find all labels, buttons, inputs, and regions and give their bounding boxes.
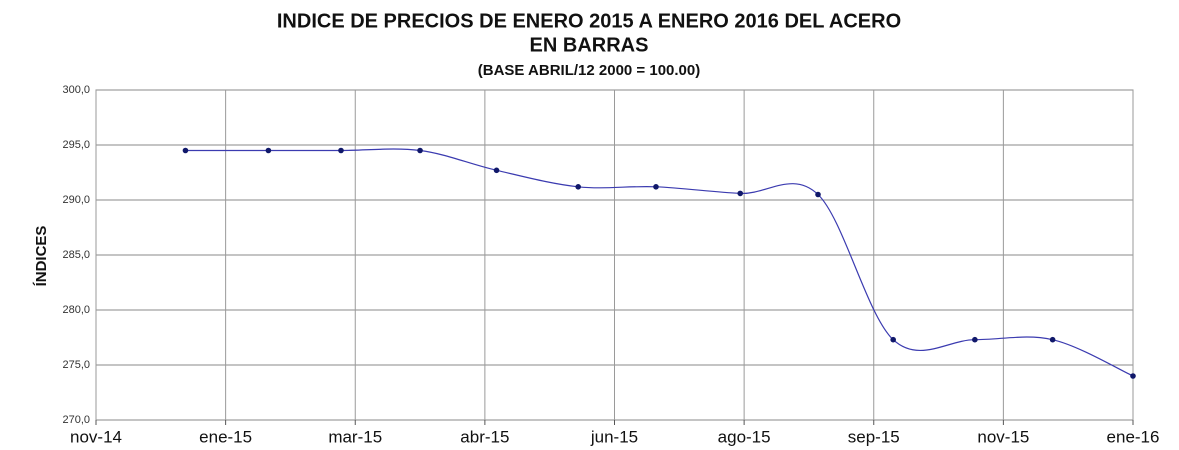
x-tick-label: nov-14 [70,427,122,446]
x-tick-label: ene-15 [199,427,252,446]
chart-subtitle: (BASE ABRIL/12 2000 = 100.00) [478,62,700,79]
x-tick-label: mar-15 [328,427,382,446]
y-tick-label: 300,0 [62,84,90,96]
y-tick-label: 290,0 [62,194,90,206]
data-point [1130,373,1136,379]
data-point [575,184,582,190]
data-point [815,191,821,198]
x-tick-label: ene-16 [1107,427,1160,446]
data-point [338,147,344,154]
y-tick-label: 285,0 [62,249,90,261]
x-tick-label: sep-15 [848,427,900,446]
chart-title: EN BARRAS [530,34,649,56]
y-tick-label: 295,0 [62,139,90,151]
y-tick-label: 280,0 [62,304,90,316]
x-tick-label: jun-15 [590,427,638,446]
data-point [737,190,744,197]
x-tick-label: nov-15 [977,427,1029,446]
data-point [972,336,978,343]
data-point [417,147,423,154]
data-point [890,336,896,343]
data-point [182,147,189,154]
y-axis-label: ÍNDICES [33,226,50,287]
data-point [265,147,272,154]
chart-title: INDICE DE PRECIOS DE ENERO 2015 A ENERO … [277,10,901,32]
data-point [1049,336,1056,343]
y-tick-label: 270,0 [62,414,90,426]
data-point [653,184,659,190]
data-point [493,167,500,174]
x-tick-label: abr-15 [460,427,509,446]
x-tick-label: ago-15 [718,427,771,446]
y-tick-label: 275,0 [62,359,90,371]
